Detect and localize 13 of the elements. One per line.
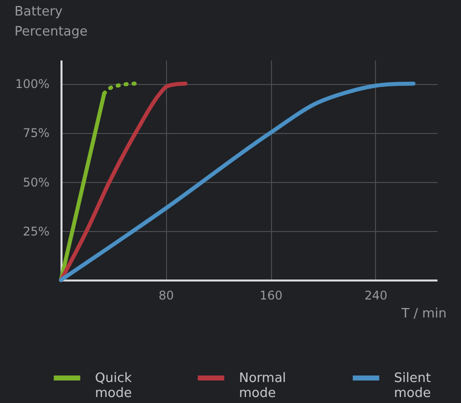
y-tick-label: 25% xyxy=(22,224,50,238)
x-axis-title: T / min xyxy=(400,306,447,322)
legend-label: Quick mode xyxy=(95,371,132,401)
line-series xyxy=(59,82,416,282)
x-tick-label: 80 xyxy=(158,288,174,302)
x-tick-label: 240 xyxy=(364,288,388,302)
legend-label: Normal mode xyxy=(239,371,286,401)
legend-label: Silent mode xyxy=(394,371,431,401)
y-tick-label: 50% xyxy=(22,175,50,190)
y-tick-label: 75% xyxy=(22,126,50,140)
x-tick-label: 160 xyxy=(260,288,283,302)
y-tick-label: 100% xyxy=(15,77,50,92)
y-axis-title: Battery Percentage xyxy=(14,4,88,40)
